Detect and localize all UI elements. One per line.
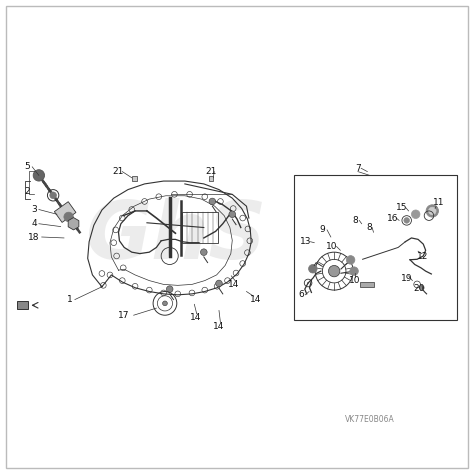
Circle shape [404,218,410,223]
Text: 5: 5 [25,163,30,171]
Text: 6: 6 [299,291,304,299]
Text: 14: 14 [190,313,201,322]
Text: 21: 21 [112,167,123,176]
Circle shape [209,198,216,205]
Bar [209,176,213,181]
Polygon shape [68,218,79,230]
Circle shape [346,255,355,264]
Text: VK77E0B06A: VK77E0B06A [345,415,394,424]
Polygon shape [55,202,76,222]
Text: 19: 19 [401,274,412,283]
Text: 10: 10 [326,242,337,251]
Text: 14: 14 [228,280,239,289]
Text: GhS: GhS [85,198,266,276]
Circle shape [201,249,207,255]
Text: 1: 1 [67,295,73,304]
Text: 20: 20 [414,284,425,292]
Text: 3: 3 [31,205,37,214]
Text: 13: 13 [300,237,311,246]
Text: 8: 8 [353,216,358,225]
Circle shape [64,212,73,222]
Bar [360,282,374,287]
Bar [17,301,28,309]
Text: 14: 14 [250,295,262,304]
Circle shape [50,192,56,199]
Text: 7: 7 [355,164,361,173]
Circle shape [229,211,236,218]
Circle shape [163,301,167,306]
Text: 11: 11 [433,199,444,207]
Text: 16: 16 [387,214,398,222]
Text: 4: 4 [31,219,37,228]
Circle shape [419,285,424,290]
Circle shape [426,205,438,217]
Circle shape [350,267,358,275]
Circle shape [411,210,420,219]
Bar [294,175,457,320]
Circle shape [166,286,173,292]
Text: 10: 10 [349,276,360,285]
Bar [132,176,137,181]
Text: 8: 8 [366,223,372,232]
Text: 15: 15 [396,203,408,212]
Circle shape [216,280,222,287]
Text: 14: 14 [213,322,225,330]
Circle shape [33,170,45,181]
Bar [182,212,218,243]
Text: 17: 17 [118,311,130,319]
Circle shape [428,207,436,215]
Text: 9: 9 [319,226,325,234]
Text: 21: 21 [205,167,217,176]
Text: 18: 18 [28,233,40,241]
Circle shape [328,265,340,277]
Text: 2: 2 [25,188,30,196]
Text: 12: 12 [417,253,428,261]
Circle shape [309,264,317,273]
